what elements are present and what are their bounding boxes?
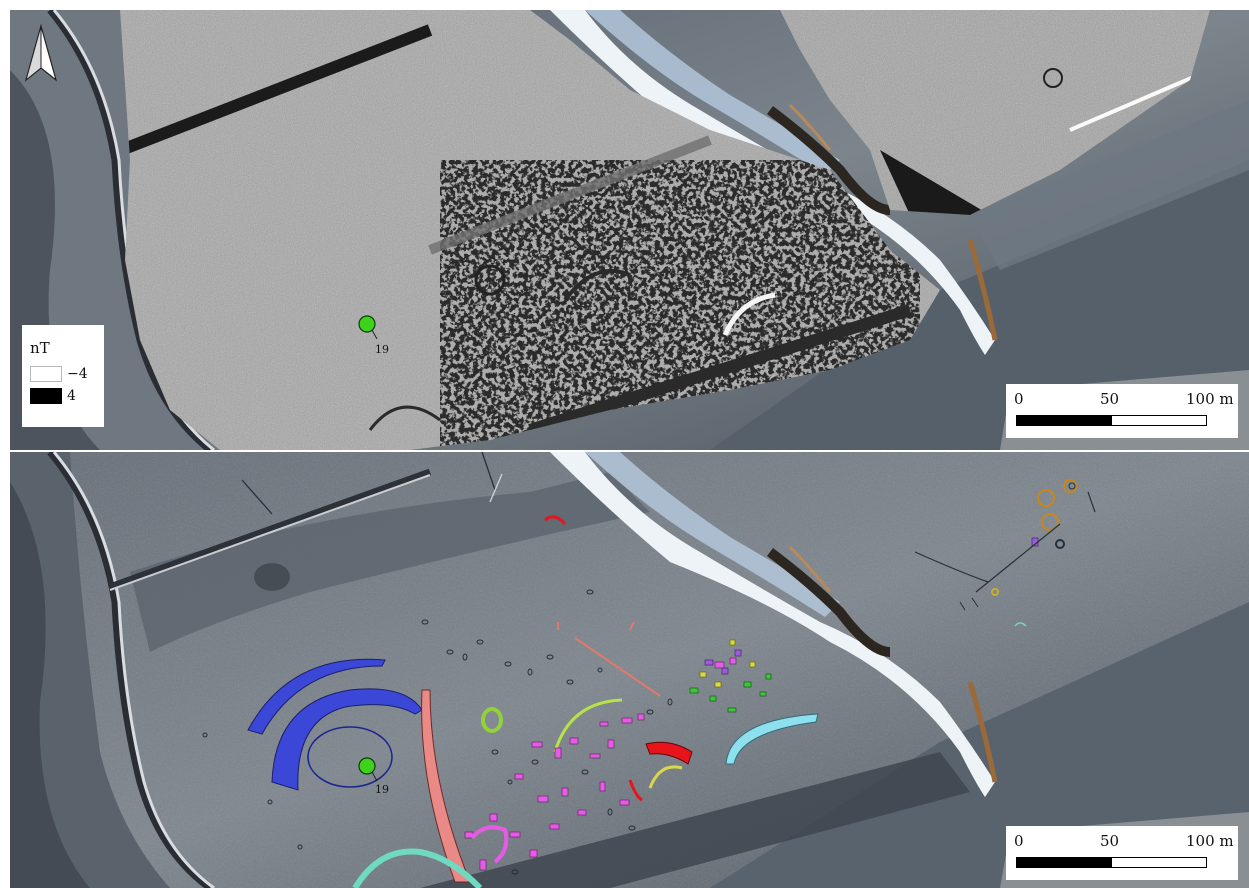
ditch-cyan bbox=[725, 713, 819, 765]
legend-min-label: −4 bbox=[67, 366, 88, 382]
ditch-blue-outer bbox=[247, 658, 386, 735]
scale-label-0-lower: 0 bbox=[1014, 832, 1024, 850]
scale-bar-graphic-lower bbox=[1016, 857, 1207, 868]
scale-bar-graphic bbox=[1016, 415, 1207, 426]
interpreted-features bbox=[202, 452, 1096, 888]
legend-swatch-min bbox=[30, 366, 62, 382]
interpretation-map bbox=[10, 452, 1249, 888]
legend-title: nT bbox=[30, 339, 50, 357]
scale-label-100: 100 m bbox=[1186, 390, 1234, 408]
scale-label-50: 50 bbox=[1100, 390, 1120, 408]
map-legend: nT −4 4 bbox=[22, 325, 104, 427]
scale-label-50-lower: 50 bbox=[1100, 832, 1120, 850]
legend-swatch-max bbox=[30, 388, 62, 404]
legend-row-min: −4 bbox=[30, 363, 104, 385]
location-marker-19 bbox=[358, 315, 376, 333]
ditch-teal bbox=[352, 848, 483, 888]
legend-max-label: 4 bbox=[67, 388, 76, 404]
scale-label-0: 0 bbox=[1014, 390, 1024, 408]
location-marker-19-lower bbox=[358, 757, 376, 775]
ditch-lime bbox=[553, 698, 623, 753]
scale-bar-lower: 0 50 100 m bbox=[1006, 826, 1238, 880]
scale-label-100-lower: 100 m bbox=[1186, 832, 1234, 850]
point-label-lower: 19 bbox=[375, 783, 389, 796]
ring-feature bbox=[307, 726, 393, 788]
magnetometry-map-panel: 19 nT −4 4 0 50 100 m bbox=[10, 10, 1249, 450]
scale-bar: 0 50 100 m bbox=[1006, 384, 1238, 438]
interpretation-map-panel: 19 0 50 100 m bbox=[10, 452, 1249, 888]
point-label: 19 bbox=[375, 343, 389, 356]
magnetometry-map bbox=[10, 10, 1249, 450]
legend-row-max: 4 bbox=[30, 385, 104, 407]
